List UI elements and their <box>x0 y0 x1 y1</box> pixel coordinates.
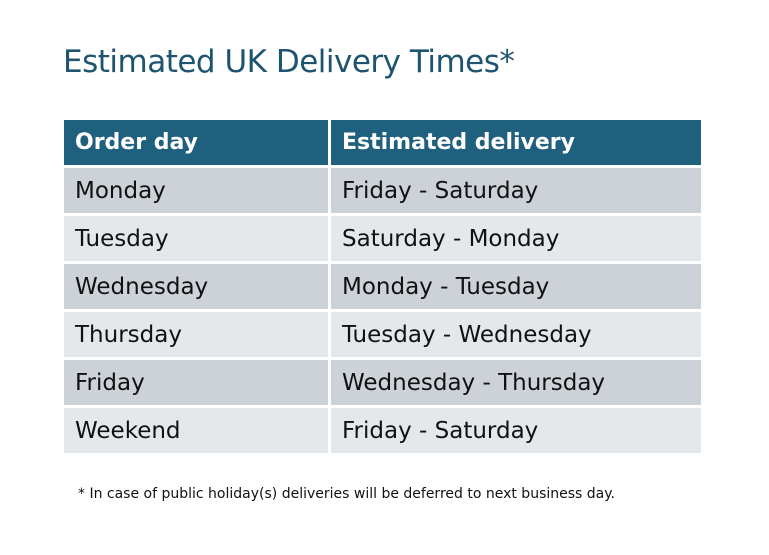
delivery-cell: Wednesday - Thursday <box>331 360 701 405</box>
table-row: Tuesday Saturday - Monday <box>64 216 701 261</box>
order-day-cell: Thursday <box>64 312 328 357</box>
order-day-cell: Tuesday <box>64 216 328 261</box>
page-title: Estimated UK Delivery Times* <box>63 44 515 80</box>
order-day-cell: Wednesday <box>64 264 328 309</box>
header-order-day: Order day <box>64 120 328 165</box>
table-row: Thursday Tuesday - Wednesday <box>64 312 701 357</box>
order-day-cell: Weekend <box>64 408 328 453</box>
table-header-row: Order day Estimated delivery <box>64 120 701 165</box>
order-day-cell: Friday <box>64 360 328 405</box>
header-estimated-delivery: Estimated delivery <box>331 120 701 165</box>
delivery-times-table: Order day Estimated delivery Monday Frid… <box>61 117 704 456</box>
delivery-cell: Tuesday - Wednesday <box>331 312 701 357</box>
table-row: Wednesday Monday - Tuesday <box>64 264 701 309</box>
table-row: Friday Wednesday - Thursday <box>64 360 701 405</box>
delivery-cell: Monday - Tuesday <box>331 264 701 309</box>
delivery-cell: Friday - Saturday <box>331 408 701 453</box>
table-row: Monday Friday - Saturday <box>64 168 701 213</box>
order-day-cell: Monday <box>64 168 328 213</box>
delivery-cell: Saturday - Monday <box>331 216 701 261</box>
table-row: Weekend Friday - Saturday <box>64 408 701 453</box>
delivery-cell: Friday - Saturday <box>331 168 701 213</box>
footnote: * In case of public holiday(s) deliverie… <box>78 486 615 502</box>
